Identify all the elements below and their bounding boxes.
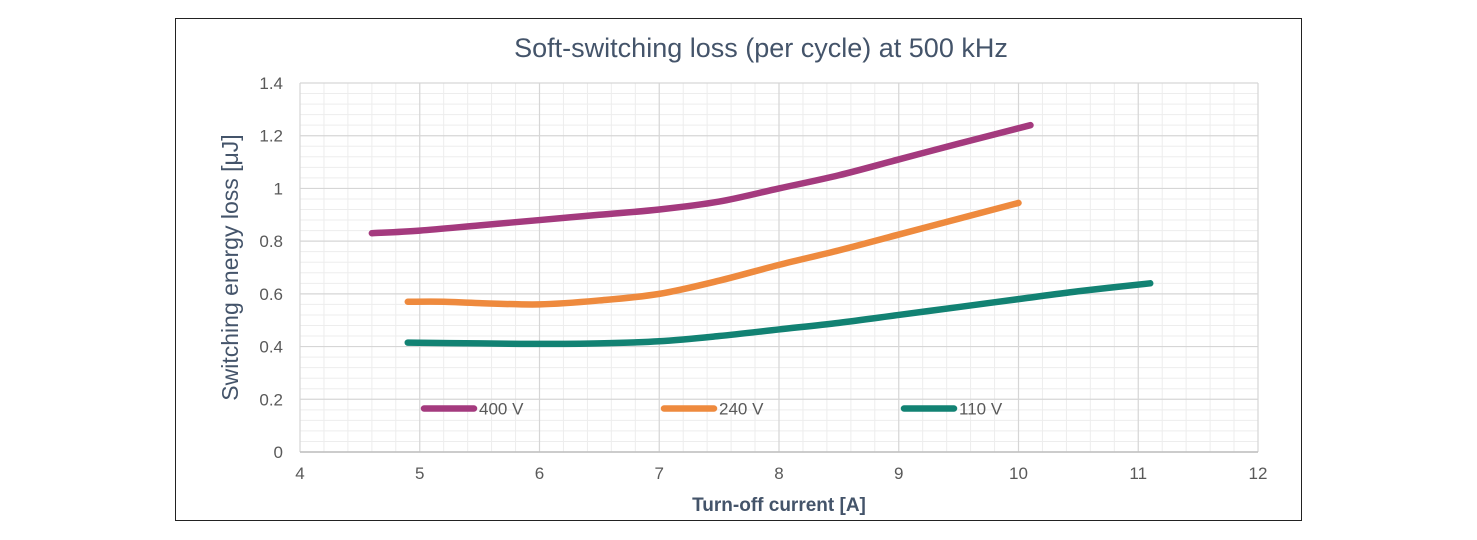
- chart-title: Soft-switching loss (per cycle) at 500 k…: [514, 33, 1008, 63]
- x-tick-label: 9: [894, 464, 903, 483]
- legend-label: 110 V: [959, 400, 1003, 419]
- x-tick-label: 4: [295, 464, 304, 483]
- x-tick-label: 8: [774, 464, 783, 483]
- legend-label: 240 V: [719, 400, 764, 419]
- y-tick-label: 0.2: [259, 390, 283, 409]
- y-tick-label: 0.8: [259, 232, 283, 251]
- x-tick-label: 12: [1249, 464, 1268, 483]
- series-line-400v: [368, 121, 1034, 237]
- series-line-240v: [404, 199, 1022, 308]
- series-layer: [368, 121, 1154, 348]
- x-tick-label: 11: [1129, 464, 1147, 483]
- y-tick-label: 0: [274, 443, 283, 462]
- x-tick-label: 7: [655, 464, 664, 483]
- y-tick-label: 1.2: [259, 127, 283, 146]
- legend-label: 400 V: [479, 400, 524, 419]
- chart-svg: Soft-switching loss (per cycle) at 500 k…: [217, 33, 1267, 516]
- y-tick-label: 0.6: [259, 285, 283, 304]
- x-tick-label: 5: [415, 464, 424, 483]
- x-axis-label: Turn-off current [A]: [692, 495, 866, 516]
- y-tick-label: 1.4: [259, 74, 283, 93]
- axis-layer: 4 5 6 7 8 9 10 11 12 0 0.2 0.4 0.6 0.8 1 1.2 1.4: [259, 74, 1267, 483]
- x-tick-label: 10: [1009, 464, 1028, 483]
- y-tick-label: 0.4: [259, 338, 283, 357]
- legend: 400 V 240 V 110 V: [420, 400, 1003, 419]
- x-tick-label: 6: [535, 464, 544, 483]
- series-line-110v: [404, 280, 1154, 348]
- chart-container: Soft-switching loss (per cycle) at 500 k…: [175, 18, 1302, 521]
- y-axis-label: Switching energy loss [μJ]: [217, 134, 243, 400]
- y-tick-label: 1: [274, 179, 283, 198]
